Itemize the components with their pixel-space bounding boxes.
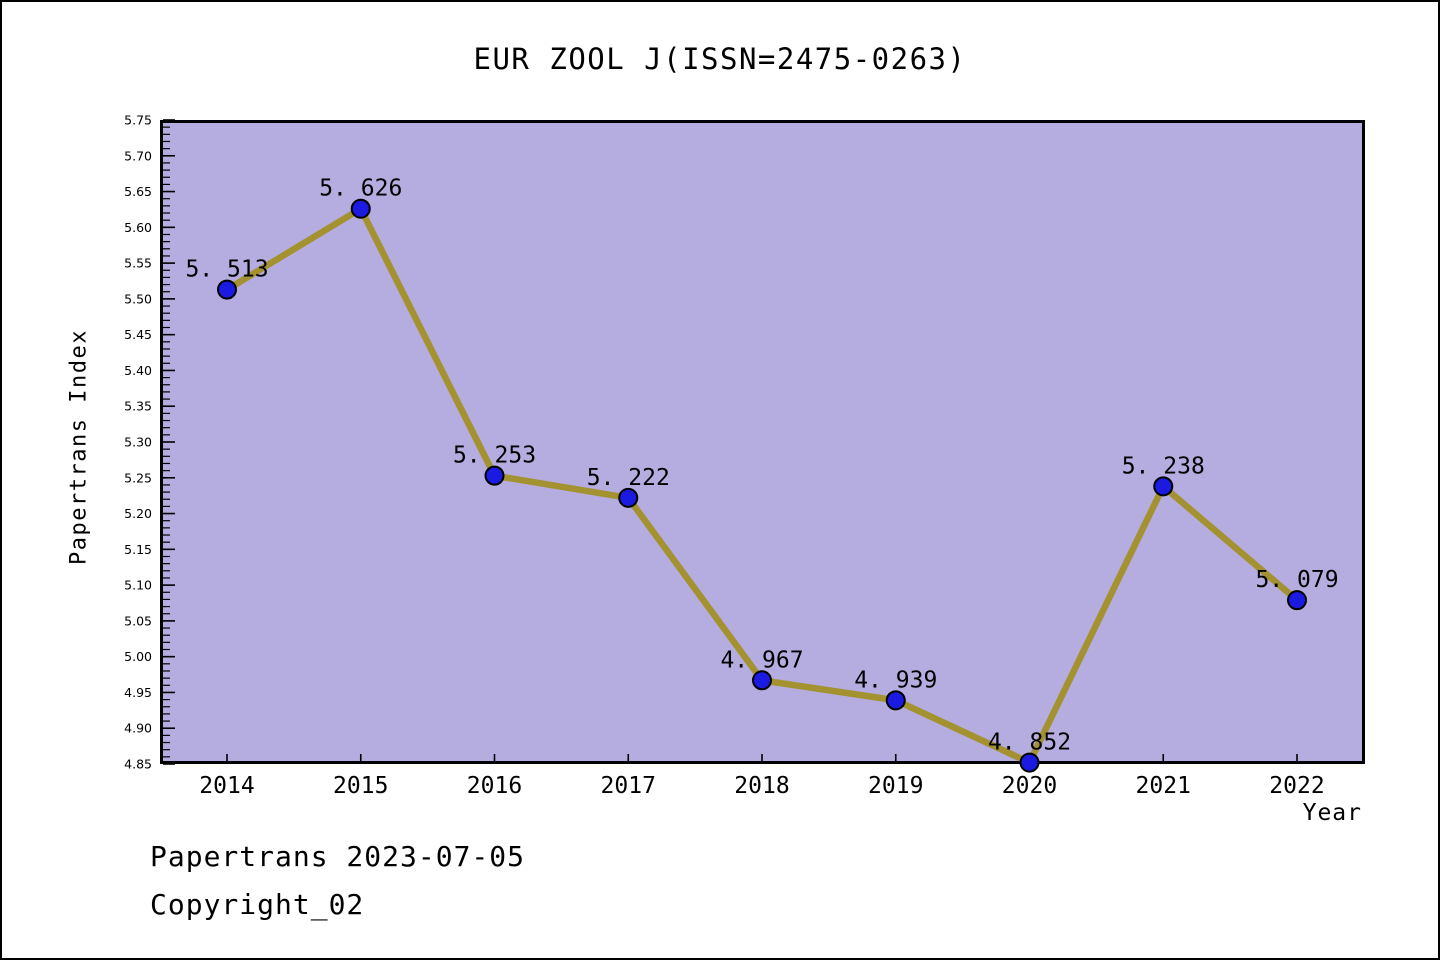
x-tick-label: 2019 <box>868 773 923 799</box>
data-point-label: 4. 939 <box>854 667 937 693</box>
data-point-label: 5. 222 <box>587 465 670 491</box>
y-tick-label: 5.50 <box>124 291 152 306</box>
y-tick-label: 5.20 <box>124 506 152 521</box>
data-point <box>350 198 371 219</box>
y-tick-label: 5.15 <box>124 542 152 557</box>
footer-copyright: Copyright_02 <box>150 888 365 921</box>
y-tick-label: 4.95 <box>124 685 152 700</box>
data-point <box>484 465 505 486</box>
y-tick-label: 5.45 <box>124 327 152 342</box>
y-tick-label: 4.90 <box>124 721 152 736</box>
data-point-label: 5. 513 <box>185 257 268 283</box>
x-axis-title: Year <box>1302 800 1362 826</box>
data-point-label: 5. 238 <box>1122 453 1205 479</box>
chart-title: EUR ZOOL J(ISSN=2475-0263) <box>473 42 967 76</box>
data-point-label: 4. 852 <box>988 730 1071 756</box>
y-tick-label: 5.10 <box>124 578 152 593</box>
y-tick-label: 5.75 <box>124 113 152 128</box>
data-point <box>618 487 639 508</box>
y-tick-label: 5.30 <box>124 435 152 450</box>
y-tick-label: 5.00 <box>124 649 152 664</box>
data-point <box>217 279 237 300</box>
footer-source: Papertrans 2023-07-05 <box>150 840 526 873</box>
x-tick-label: 2016 <box>467 773 522 799</box>
data-point <box>1287 590 1307 611</box>
x-tick-label: 2014 <box>199 773 254 799</box>
data-point-label: 5. 079 <box>1255 567 1338 593</box>
y-tick-label: 5.35 <box>124 399 152 414</box>
y-tick-label: 5.70 <box>124 148 152 163</box>
data-point <box>1153 476 1174 497</box>
data-point-label: 4. 967 <box>720 647 803 673</box>
x-tick-label: 2018 <box>734 773 789 799</box>
x-tick-label: 2022 <box>1269 773 1324 799</box>
data-point-label: 5. 626 <box>319 176 402 202</box>
data-point <box>1019 752 1040 773</box>
y-tick-label: 5.65 <box>124 184 152 199</box>
x-tick-label: 2017 <box>601 773 656 799</box>
x-tick-label: 2021 <box>1136 773 1191 799</box>
data-point <box>885 690 906 711</box>
y-tick-label: 5.60 <box>124 220 152 235</box>
x-tick-label: 2015 <box>333 773 388 799</box>
y-tick-label: 5.40 <box>124 363 152 378</box>
y-tick-label: 5.05 <box>124 613 152 628</box>
x-tick-label: 2020 <box>1002 773 1057 799</box>
y-tick-label: 5.25 <box>124 470 152 485</box>
data-point-label: 5. 253 <box>453 443 536 469</box>
y-tick-label: 4.85 <box>124 757 152 772</box>
y-tick-label: 5.55 <box>124 256 152 271</box>
data-point <box>752 670 772 691</box>
plot-area <box>160 120 1365 764</box>
